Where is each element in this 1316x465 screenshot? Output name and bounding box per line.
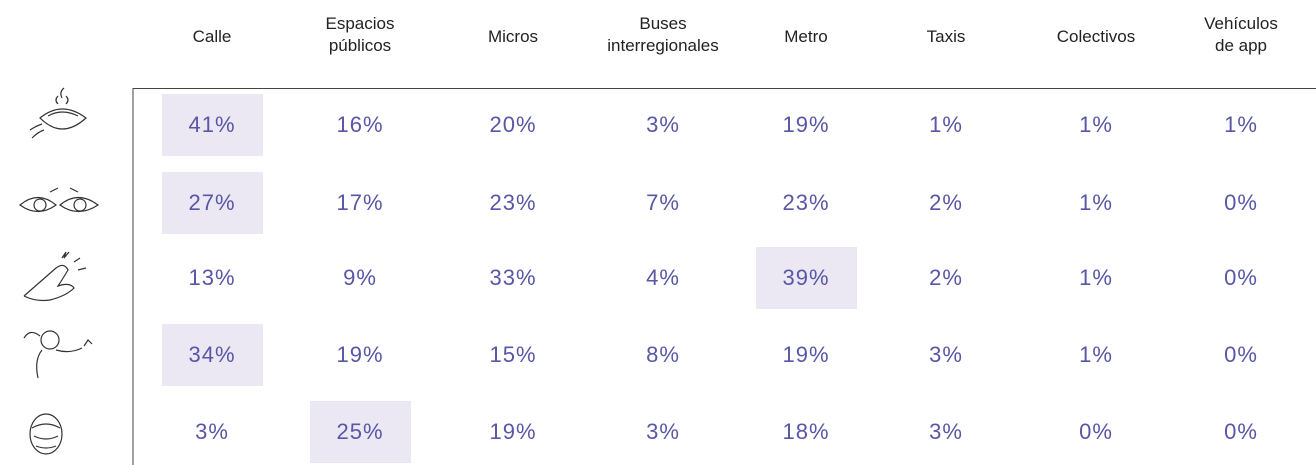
cell: 2%	[929, 265, 963, 290]
cell: 19%	[782, 112, 830, 137]
column-header: Vehículos de app	[1166, 13, 1316, 57]
cell: 0%	[1224, 419, 1258, 444]
icon-face	[29, 413, 63, 455]
icon-mouth	[29, 87, 87, 139]
cell: 3%	[929, 342, 963, 367]
cell: 19%	[782, 342, 830, 367]
column-header: Espacios públicos	[285, 13, 435, 57]
cell: 33%	[489, 265, 537, 290]
cell: 7%	[646, 190, 680, 215]
cell: 13%	[188, 265, 236, 290]
cell: 39%	[755, 247, 857, 309]
header-line: Calle	[192, 27, 232, 46]
cell: 34%	[161, 324, 263, 386]
header-line: Taxis	[926, 27, 966, 46]
cell: 3%	[646, 112, 680, 137]
icon-person	[23, 330, 93, 379]
cell: 0%	[1079, 419, 1113, 444]
cell: 0%	[1224, 342, 1258, 367]
header-line: Colectivos	[1056, 27, 1136, 46]
header-line: de app	[1215, 36, 1267, 55]
cell: 1%	[1079, 342, 1113, 367]
header-line: Metro	[784, 27, 828, 46]
cell: 18%	[782, 419, 830, 444]
icon-hand	[23, 251, 87, 302]
cell: 1%	[929, 112, 963, 137]
cell: 23%	[489, 190, 537, 215]
cell: 16%	[336, 112, 384, 137]
header-line: Micros	[487, 27, 539, 46]
header-line: interregionales	[607, 36, 719, 55]
column-header: Buses interregionales	[588, 13, 738, 57]
cell: 25%	[309, 401, 411, 463]
cell: 19%	[489, 419, 537, 444]
cell: 4%	[646, 265, 680, 290]
icon-eyes	[19, 187, 100, 213]
column-header: Colectivos	[1021, 26, 1171, 48]
cell: 9%	[343, 265, 377, 290]
column-header: Calle	[137, 26, 287, 48]
cell: 20%	[489, 112, 537, 137]
column-header: Taxis	[871, 26, 1021, 48]
header-line: Vehículos	[1204, 14, 1278, 33]
cell: 15%	[489, 342, 537, 367]
column-header: Micros	[438, 26, 588, 48]
cell: 17%	[336, 190, 384, 215]
cell: 23%	[782, 190, 830, 215]
header-line: Espacios	[325, 14, 395, 33]
column-header: Metro	[731, 26, 881, 48]
cell: 3%	[929, 419, 963, 444]
cell: 1%	[1079, 265, 1113, 290]
header-line: Buses	[639, 14, 687, 33]
cell: 2%	[929, 190, 963, 215]
cell: 19%	[336, 342, 384, 367]
cell: 3%	[646, 419, 680, 444]
cell: 27%	[161, 172, 263, 234]
cell: 0%	[1224, 190, 1258, 215]
cell: 3%	[195, 419, 229, 444]
header-line: públicos	[328, 36, 392, 55]
cell: 0%	[1224, 265, 1258, 290]
cell: 1%	[1079, 190, 1113, 215]
cell: 41%	[161, 94, 263, 156]
cell: 1%	[1224, 112, 1258, 137]
cell: 8%	[646, 342, 680, 367]
cell: 1%	[1079, 112, 1113, 137]
